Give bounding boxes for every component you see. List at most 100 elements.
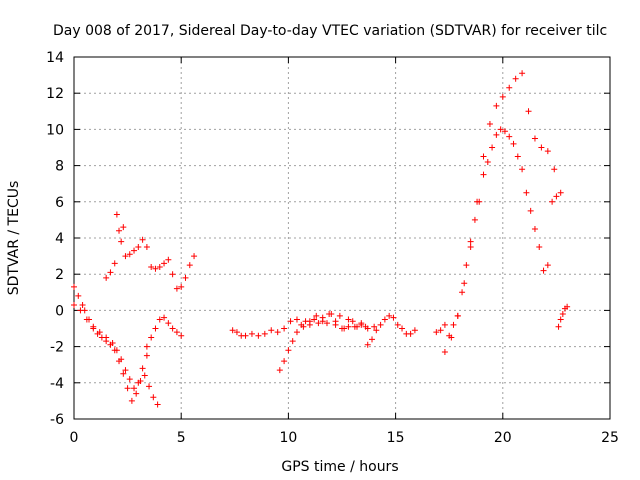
y-tick-label: 14 (46, 50, 64, 66)
data-point (480, 171, 487, 178)
data-point (306, 321, 313, 328)
data-point (499, 93, 506, 100)
data-point (506, 84, 513, 91)
data-point (437, 327, 444, 334)
data-point (165, 320, 172, 327)
data-point (293, 316, 300, 323)
y-tick-label: 2 (55, 267, 64, 283)
data-point (274, 329, 281, 336)
data-point (135, 244, 142, 251)
data-point (369, 336, 376, 343)
data-point (373, 327, 380, 334)
data-point (146, 383, 153, 390)
x-tick-label: 25 (601, 430, 619, 446)
data-point (75, 292, 82, 299)
data-point (289, 338, 296, 345)
data-point (527, 207, 534, 214)
data-point (116, 227, 123, 234)
data-point (107, 269, 114, 276)
series-3 (103, 211, 198, 292)
data-point (281, 325, 288, 332)
data-point (255, 332, 262, 339)
y-tick-label: -2 (50, 340, 64, 356)
x-tick-label: 20 (494, 430, 512, 446)
data-point (553, 193, 560, 200)
data-point (122, 367, 129, 374)
data-point (169, 325, 176, 332)
data-point (386, 312, 393, 319)
data-point (323, 320, 330, 327)
y-tick-label: 0 (55, 303, 64, 319)
data-point (459, 289, 466, 296)
y-tick-label: 8 (55, 159, 64, 175)
grid-lines (74, 57, 610, 419)
x-tick-label: 0 (70, 430, 79, 446)
x-tick-label: 15 (387, 430, 405, 446)
data-points (71, 70, 571, 408)
data-point (148, 334, 155, 341)
data-point (178, 332, 185, 339)
data-point (531, 225, 538, 232)
data-point (261, 330, 268, 337)
data-point (120, 370, 127, 377)
data-point (332, 318, 339, 325)
series-2 (143, 314, 185, 350)
series-7 (433, 126, 564, 339)
data-point (109, 339, 116, 346)
data-point (480, 153, 487, 160)
data-point (90, 323, 97, 330)
data-point (122, 253, 129, 260)
data-point (113, 347, 120, 354)
data-point (510, 140, 517, 147)
x-axis-title: GPS time / hours (281, 459, 398, 475)
data-point (293, 329, 300, 336)
series-5 (276, 311, 369, 374)
series-1 (71, 301, 150, 392)
data-point (362, 323, 369, 330)
data-point (71, 301, 77, 308)
data-point (178, 283, 185, 290)
series-6 (364, 312, 418, 348)
data-point (143, 244, 150, 251)
data-point (118, 356, 125, 363)
data-point (544, 148, 551, 155)
data-point (287, 318, 294, 325)
data-point (143, 352, 150, 359)
data-point (268, 327, 275, 334)
x-tick-label: 10 (279, 430, 297, 446)
data-point (484, 158, 491, 165)
y-axis-title: SDTVAR / TECUs (6, 181, 22, 296)
data-point (71, 283, 77, 290)
data-point (471, 216, 478, 223)
data-point (467, 244, 474, 251)
data-point (345, 316, 352, 323)
data-point (523, 189, 530, 196)
axis-ticks: 0 5 10 15 20 25 -6 -4 -2 0 2 4 6 8 10 12 14 (46, 50, 619, 446)
data-point (281, 358, 288, 365)
data-point (120, 224, 127, 231)
data-point (302, 318, 309, 325)
data-point (111, 260, 118, 267)
data-point (182, 274, 189, 281)
data-point (557, 316, 564, 323)
data-point (118, 238, 125, 245)
data-point (148, 263, 155, 270)
chart-title: Day 008 of 2017, Sidereal Day-to-day VTE… (53, 23, 607, 39)
data-point (377, 321, 384, 328)
data-point (407, 330, 414, 337)
data-point (276, 367, 283, 374)
data-point (242, 332, 249, 339)
data-point (79, 301, 86, 308)
data-point (169, 271, 176, 278)
data-point (233, 329, 240, 336)
data-point (143, 343, 150, 350)
data-point (433, 329, 440, 336)
data-point (173, 329, 180, 336)
data-point (336, 312, 343, 319)
data-point (285, 347, 292, 354)
data-point (512, 75, 519, 82)
data-point (152, 325, 159, 332)
data-point (450, 321, 457, 328)
data-point (358, 320, 365, 327)
data-point (371, 323, 378, 330)
